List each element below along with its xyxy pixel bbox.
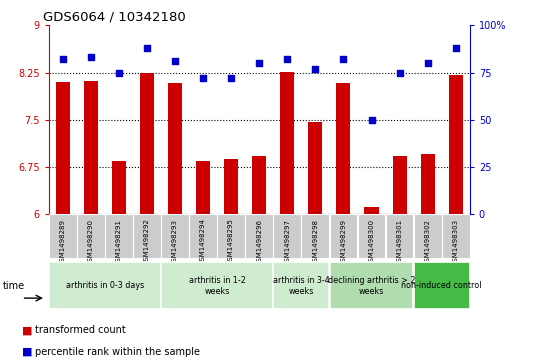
Bar — [56, 82, 70, 214]
Text: arthritis in 3-4
weeks: arthritis in 3-4 weeks — [273, 276, 330, 295]
Bar — [273, 214, 301, 258]
Point — [199, 76, 207, 81]
Text: GSM1498298: GSM1498298 — [312, 219, 319, 265]
Bar — [245, 214, 273, 258]
Point — [395, 70, 404, 76]
Bar — [449, 75, 463, 214]
Bar — [336, 83, 350, 214]
Bar — [393, 156, 407, 214]
Bar — [168, 83, 182, 214]
Text: GSM1498293: GSM1498293 — [172, 219, 178, 265]
Point — [311, 66, 320, 72]
Bar — [364, 207, 379, 214]
Text: GSM1498290: GSM1498290 — [87, 219, 94, 265]
Text: ■: ■ — [22, 325, 32, 335]
Point — [58, 57, 67, 62]
Text: time: time — [3, 281, 25, 291]
Point — [283, 57, 292, 62]
Text: GDS6064 / 10342180: GDS6064 / 10342180 — [43, 11, 186, 24]
Bar — [49, 214, 77, 258]
Bar — [105, 214, 133, 258]
Text: transformed count: transformed count — [35, 325, 126, 335]
Bar — [112, 161, 126, 214]
Text: arthritis in 0-3 days: arthritis in 0-3 days — [66, 281, 144, 290]
Bar — [196, 161, 210, 214]
Bar — [140, 73, 154, 214]
Text: declining arthritis > 2
weeks: declining arthritis > 2 weeks — [328, 276, 415, 295]
Bar — [329, 262, 414, 309]
Text: ■: ■ — [22, 347, 32, 357]
Point — [114, 70, 123, 76]
Text: GSM1498297: GSM1498297 — [284, 219, 291, 265]
Bar — [280, 72, 294, 214]
Bar — [301, 214, 329, 258]
Bar — [329, 214, 357, 258]
Bar — [308, 122, 322, 214]
Bar — [224, 159, 238, 214]
Text: GSM1498301: GSM1498301 — [396, 219, 403, 266]
Bar — [357, 214, 386, 258]
Bar — [442, 214, 470, 258]
Bar — [252, 156, 266, 214]
Point — [86, 54, 95, 60]
Bar — [217, 214, 245, 258]
Bar — [77, 214, 105, 258]
Text: GSM1498299: GSM1498299 — [340, 219, 347, 265]
Text: GSM1498292: GSM1498292 — [144, 219, 150, 265]
Bar — [414, 262, 470, 309]
Text: GSM1498296: GSM1498296 — [256, 219, 262, 265]
Point — [143, 45, 151, 51]
Point — [367, 117, 376, 123]
Point — [171, 58, 179, 64]
Text: non-induced control: non-induced control — [401, 281, 482, 290]
Bar — [414, 214, 442, 258]
Text: GSM1498302: GSM1498302 — [424, 219, 431, 265]
Bar — [189, 214, 217, 258]
Point — [339, 57, 348, 62]
Point — [451, 45, 460, 51]
Text: GSM1498300: GSM1498300 — [368, 219, 375, 266]
Bar — [386, 214, 414, 258]
Text: GSM1498294: GSM1498294 — [200, 219, 206, 265]
Bar — [84, 81, 98, 214]
Point — [227, 76, 235, 81]
Bar — [273, 262, 329, 309]
Bar — [133, 214, 161, 258]
Text: arthritis in 1-2
weeks: arthritis in 1-2 weeks — [188, 276, 246, 295]
Point — [423, 60, 432, 66]
Point — [255, 60, 264, 66]
Bar — [161, 214, 189, 258]
Bar — [49, 262, 161, 309]
Bar — [161, 262, 273, 309]
Text: percentile rank within the sample: percentile rank within the sample — [35, 347, 200, 357]
Bar — [421, 154, 435, 214]
Text: GSM1498303: GSM1498303 — [453, 219, 459, 266]
Text: GSM1498289: GSM1498289 — [59, 219, 66, 265]
Text: GSM1498295: GSM1498295 — [228, 219, 234, 265]
Text: GSM1498291: GSM1498291 — [116, 219, 122, 265]
